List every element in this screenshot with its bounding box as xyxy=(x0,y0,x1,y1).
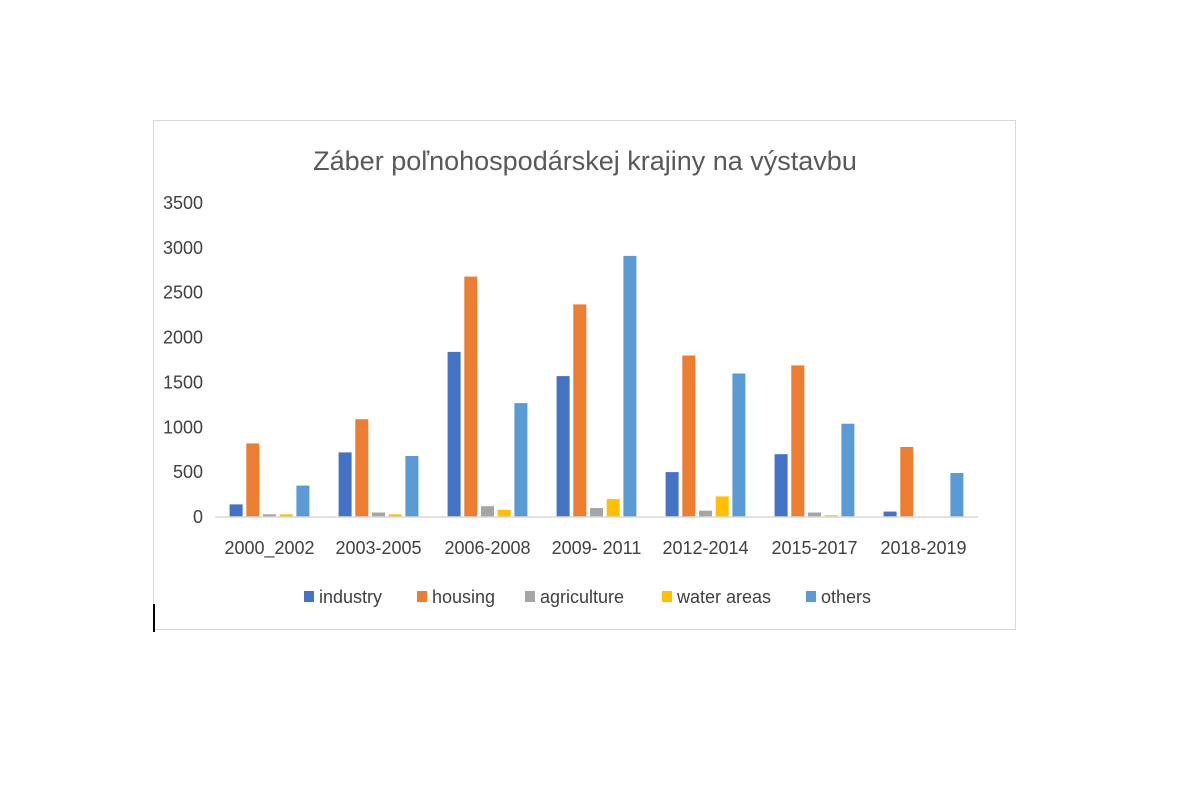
bar-industry xyxy=(338,452,352,517)
bar-water-areas xyxy=(606,499,620,517)
legend-swatch-agriculture xyxy=(525,591,535,602)
bar-industry xyxy=(556,376,570,517)
x-category-label: 2009- 2011 xyxy=(552,538,642,558)
y-tick-label: 2500 xyxy=(163,283,203,303)
legend-label-water-areas: water areas xyxy=(676,587,771,607)
chart-title: Záber poľnohospodárskej krajiny na výsta… xyxy=(313,146,857,176)
legend-label-industry: industry xyxy=(319,587,382,607)
bar-agriculture xyxy=(699,510,712,517)
bar-water-areas xyxy=(824,515,838,517)
y-tick-label: 2000 xyxy=(163,328,203,348)
bar-water-areas xyxy=(715,496,729,517)
y-tick-label: 1500 xyxy=(163,372,203,392)
bar-housing xyxy=(682,355,696,517)
category-labels: 2000_2002 2003-2005 2006-2008 2009- 2011 201… xyxy=(224,538,966,559)
x-category-label: 2012-2014 xyxy=(662,538,748,558)
bar-housing xyxy=(573,304,587,517)
bar-industry xyxy=(883,511,897,517)
bar-others xyxy=(732,373,746,517)
bar-agriculture xyxy=(808,512,821,517)
bar-others xyxy=(405,456,419,517)
y-tick-label: 500 xyxy=(173,462,203,482)
bar-industry xyxy=(229,504,243,517)
bar-others xyxy=(841,423,855,517)
bar-housing xyxy=(900,447,914,517)
legend-swatch-others xyxy=(806,591,816,602)
bar-industry xyxy=(665,472,679,517)
legend-label-housing: housing xyxy=(432,587,495,607)
legend: industry housing agriculture water areas oth… xyxy=(304,587,871,607)
left-edge-mark xyxy=(153,604,155,632)
bar-housing xyxy=(791,365,805,517)
x-category-label: 2015-2017 xyxy=(771,538,857,558)
bar-housing xyxy=(246,443,260,517)
bar-others xyxy=(950,473,964,517)
legend-swatch-housing xyxy=(417,591,427,602)
bar-industry xyxy=(774,454,788,517)
y-tick-label: 3500 xyxy=(163,193,203,213)
x-category-label: 2000_2002 xyxy=(224,538,314,559)
bar-housing xyxy=(464,276,478,517)
legend-swatch-water-areas xyxy=(662,591,672,602)
y-tick-label: 1000 xyxy=(163,417,203,437)
x-category-label: 2003-2005 xyxy=(335,538,421,558)
bar-others xyxy=(623,255,637,517)
bar-water-areas xyxy=(497,509,511,517)
bar-industry xyxy=(447,351,461,517)
bar-others xyxy=(296,485,310,517)
bar-housing xyxy=(355,419,369,517)
bar-agriculture xyxy=(372,512,385,517)
y-axis-ticks: 0 500 1000 1500 2000 2500 3000 3500 xyxy=(163,193,203,527)
bar-agriculture xyxy=(590,508,603,517)
bar-water-areas xyxy=(388,514,402,517)
bar-water-areas xyxy=(279,514,293,517)
y-tick-label: 0 xyxy=(193,507,203,527)
bar-agriculture xyxy=(481,506,494,517)
legend-swatch-industry xyxy=(304,591,314,602)
bars xyxy=(229,255,964,517)
y-tick-label: 3000 xyxy=(163,238,203,258)
x-category-label: 2006-2008 xyxy=(444,538,530,558)
legend-label-agriculture: agriculture xyxy=(540,587,624,607)
x-category-label: 2018-2019 xyxy=(880,538,966,558)
legend-label-others: others xyxy=(821,587,871,607)
bar-agriculture xyxy=(263,514,276,517)
bar-others xyxy=(514,403,528,517)
